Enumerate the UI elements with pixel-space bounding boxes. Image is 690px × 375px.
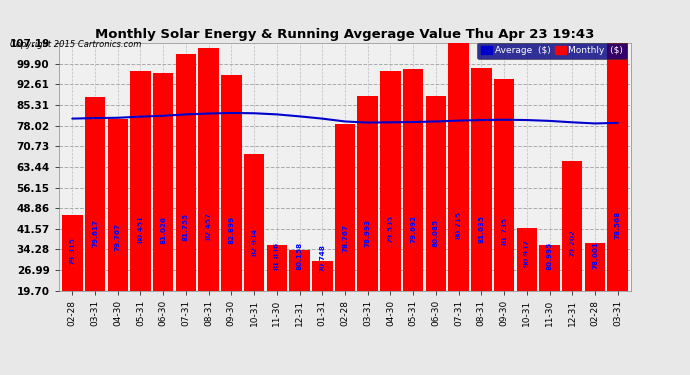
Text: 79.617: 79.617 (92, 219, 98, 248)
Text: 79.767: 79.767 (115, 223, 121, 251)
Bar (540, 244, 560, 346)
Bar (199, 48, 219, 346)
Bar (380, 70, 401, 346)
Text: 78.993: 78.993 (365, 219, 371, 247)
Text: 80.085: 80.085 (433, 219, 439, 247)
Bar (221, 75, 242, 347)
Bar (153, 74, 173, 346)
Legend: Average  ($), Monthly  ($): Average ($), Monthly ($) (477, 43, 627, 59)
Bar (312, 261, 333, 346)
Bar (471, 68, 491, 347)
Text: 81.035: 81.035 (478, 215, 484, 243)
Text: 82.899: 82.899 (228, 216, 235, 244)
Bar (584, 243, 605, 346)
Bar (85, 98, 106, 346)
Bar (607, 41, 628, 346)
Text: 78.767: 78.767 (342, 224, 348, 252)
Text: 80.158: 80.158 (297, 242, 302, 270)
Bar (517, 228, 537, 346)
Bar (289, 250, 310, 346)
Text: 81.836: 81.836 (274, 242, 280, 270)
Bar (335, 124, 355, 346)
Text: 79.692: 79.692 (410, 215, 416, 243)
Text: 82.457: 82.457 (206, 212, 212, 240)
Bar (176, 54, 196, 346)
Bar (448, 42, 469, 346)
Bar (357, 96, 378, 346)
Text: 81.026: 81.026 (160, 216, 166, 244)
Title: Monthly Solar Energy & Running Avgerage Value Thu Apr 23 19:43: Monthly Solar Energy & Running Avgerage … (95, 28, 595, 40)
Text: 79.202: 79.202 (569, 229, 575, 257)
Bar (403, 69, 424, 346)
Text: 80.995: 80.995 (546, 242, 553, 270)
Text: 80.715: 80.715 (455, 211, 462, 239)
Bar (562, 161, 582, 346)
Text: 78.568: 78.568 (615, 211, 621, 239)
Bar (494, 79, 514, 347)
Text: 78.001: 78.001 (592, 242, 598, 269)
Bar (130, 70, 150, 346)
Text: Copyright 2015 Cartronics.com: Copyright 2015 Cartronics.com (10, 40, 141, 49)
Text: 90.937: 90.937 (524, 239, 530, 267)
Text: 79.315: 79.315 (69, 237, 75, 265)
Text: 82.934: 82.934 (251, 228, 257, 256)
Bar (108, 118, 128, 346)
Text: 81.755: 81.755 (183, 213, 189, 241)
Bar (426, 96, 446, 346)
Text: 79.535: 79.535 (388, 215, 393, 243)
Bar (62, 215, 83, 346)
Bar (244, 154, 264, 347)
Text: 70.748: 70.748 (319, 244, 325, 272)
Text: 81.735: 81.735 (501, 217, 507, 245)
Bar (266, 244, 287, 346)
Text: 80.451: 80.451 (137, 216, 144, 243)
